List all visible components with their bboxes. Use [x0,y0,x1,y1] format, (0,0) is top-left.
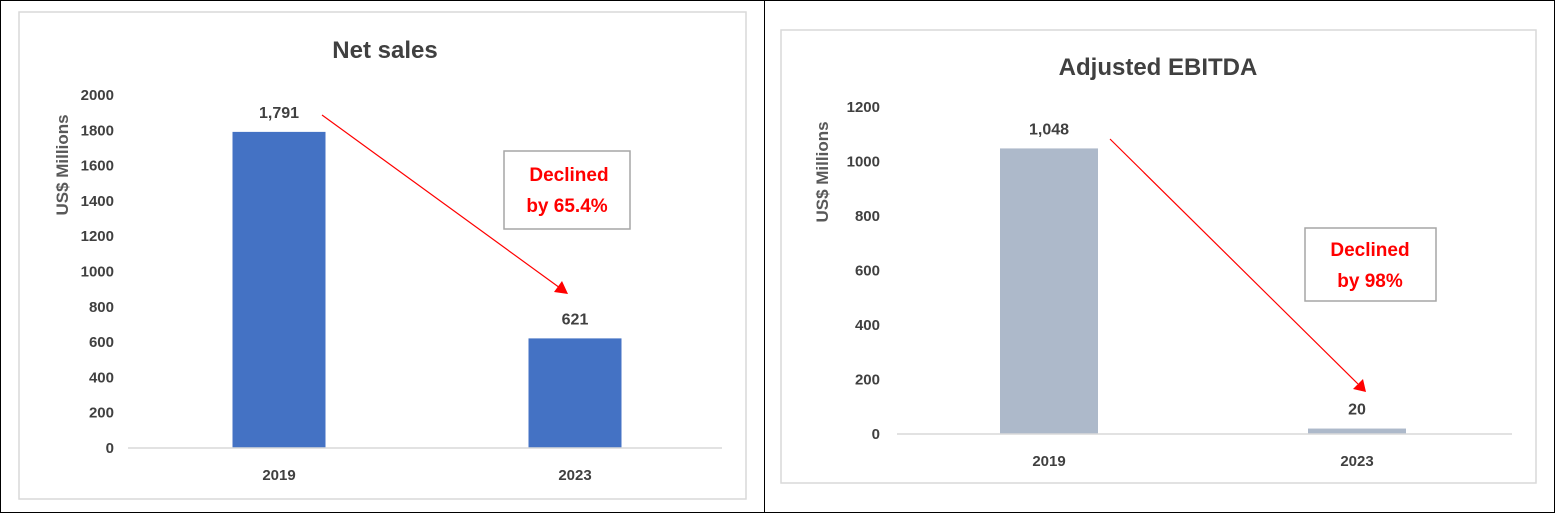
net-sales-y-tick-label: 200 [89,405,114,422]
net-sales-y-tick-label: 1200 [81,228,114,245]
panel-divider [764,0,765,513]
net-sales-data-label-2023: 621 [562,311,589,328]
net-sales-annotation-box [503,150,631,230]
net-sales-y-tick-label: 1600 [81,158,114,175]
net-sales-y-tick-label: 800 [89,299,114,316]
net-sales-chart-frame [18,11,747,500]
net-sales-annotation-line-2: by 65.4% [526,196,607,217]
net-sales-arrow-head [554,281,568,294]
net-sales-category-label-2019: 2019 [262,467,295,484]
net-sales-y-tick-label: 600 [89,334,114,351]
net-sales-y-tick-label: 2000 [81,87,114,104]
net-sales-y-tick-label: 1800 [81,122,114,139]
net-sales-annotation-line-1: Declined [529,165,608,186]
net-sales-y-tick-label: 400 [89,369,114,386]
net-sales-bar-2023 [528,338,622,448]
net-sales-y-tick-label: 0 [106,440,114,457]
net-sales-y-tick-label: 1000 [81,264,114,281]
net-sales-category-label-2023: 2023 [558,467,591,484]
net-sales-data-label-2019: 1,791 [259,105,299,122]
net-sales-bar-2019 [232,131,326,449]
net-sales-y-axis-label: US$ Millions [53,114,72,215]
net-sales-y-tick-label: 1400 [81,193,114,210]
net-sales-title: Net sales [332,37,437,64]
net-sales-decline-arrow [321,114,561,289]
